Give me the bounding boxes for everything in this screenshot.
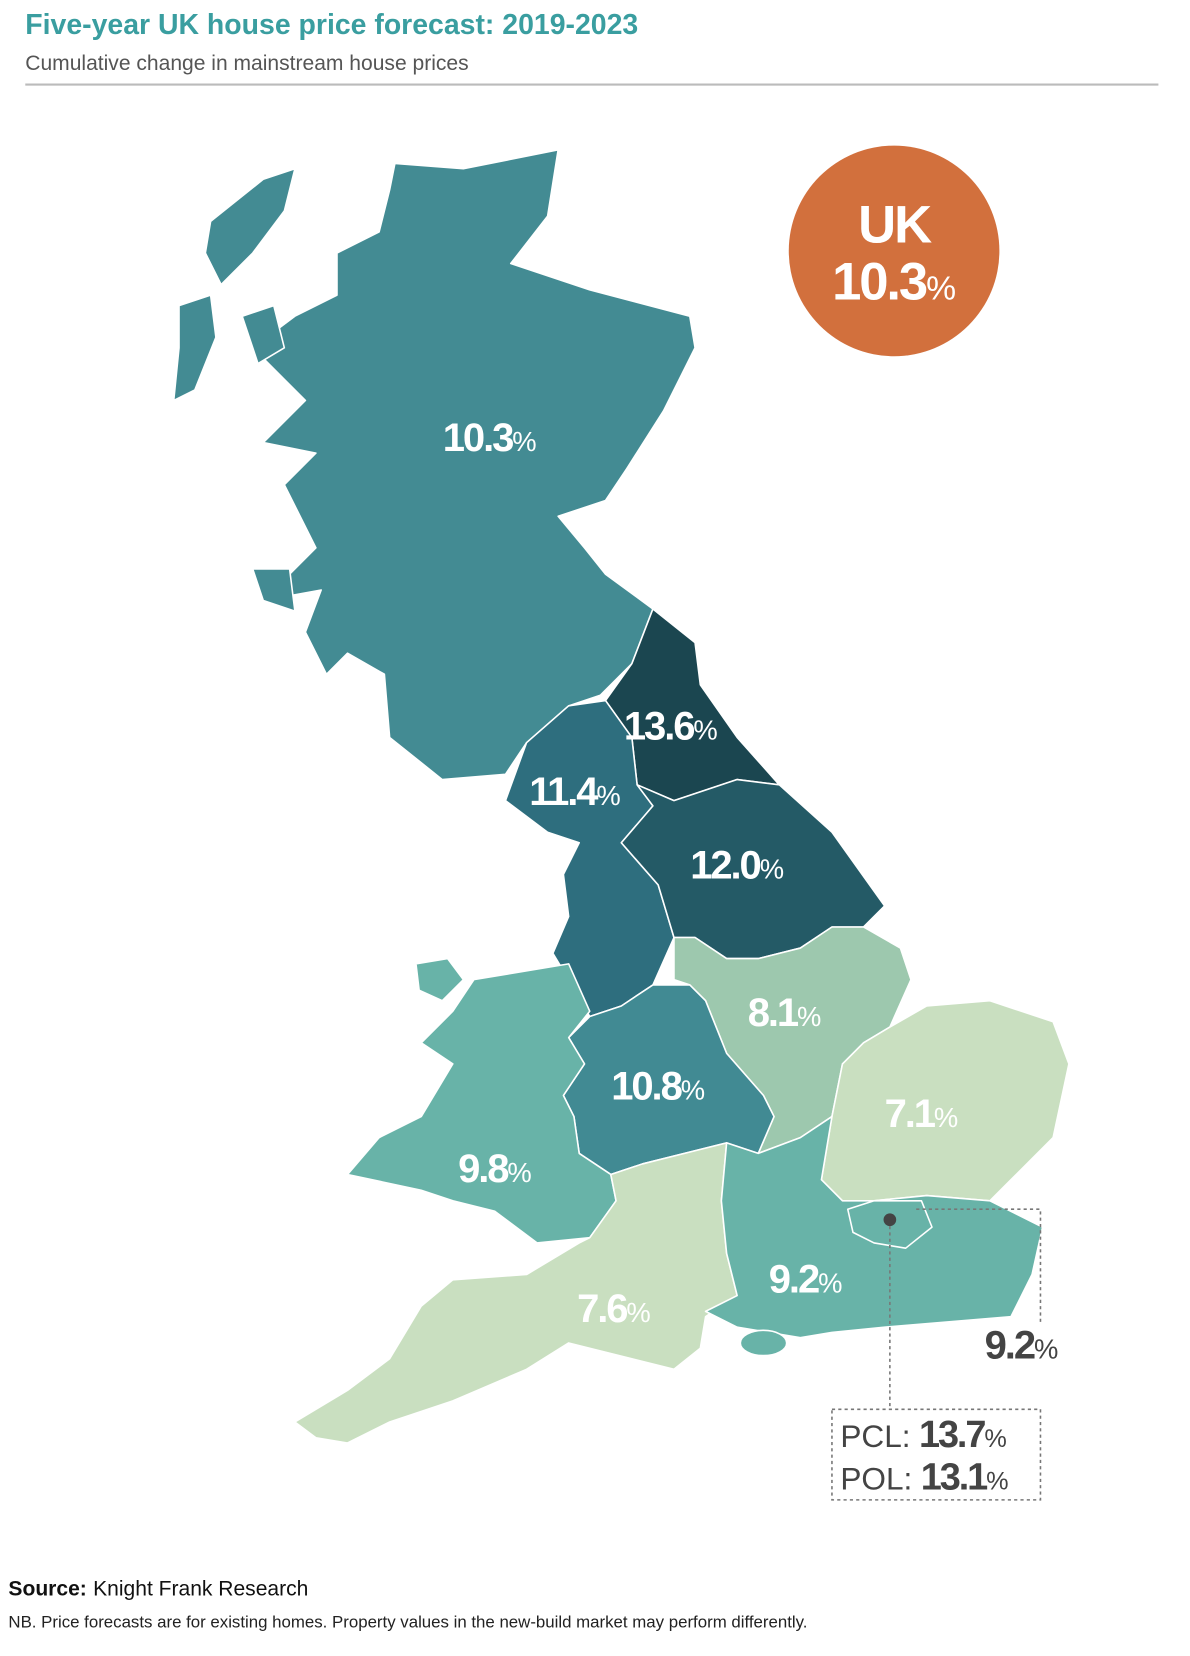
region-label: 7.6% xyxy=(577,1287,651,1331)
pcl-unit: % xyxy=(984,1425,1006,1453)
london-label: 9.2% xyxy=(985,1324,1059,1368)
region-wales xyxy=(346,963,617,1244)
region-label: 13.6% xyxy=(624,705,718,749)
pol-line: POL: 13.1% xyxy=(840,1456,1008,1498)
island xyxy=(172,294,217,402)
pcl-box xyxy=(831,1408,1042,1501)
unit: % xyxy=(507,1157,531,1188)
pol-value: 13.1 xyxy=(921,1456,988,1498)
unit: % xyxy=(1034,1334,1058,1365)
region-label: 9.8% xyxy=(458,1147,532,1191)
island-anglesey xyxy=(415,957,465,1002)
value: 9.2 xyxy=(985,1324,1035,1368)
source-label: Source: xyxy=(8,1578,86,1601)
island xyxy=(204,167,296,286)
unit: % xyxy=(934,1102,958,1133)
value: 7.6 xyxy=(577,1287,627,1331)
pol-unit: % xyxy=(986,1467,1008,1495)
pcl-pol: PCL: 13.7% POL: 13.1% xyxy=(840,1414,1008,1498)
region-label: 9.2% xyxy=(769,1257,843,1301)
callout-lines xyxy=(831,1208,1042,1501)
value: 13.6 xyxy=(624,705,694,749)
value: 10.8 xyxy=(611,1065,682,1109)
region-label: 12.0% xyxy=(690,844,784,888)
value: 9.8 xyxy=(458,1147,509,1191)
value: 8.1 xyxy=(748,991,799,1035)
uk-value: 10.3% xyxy=(832,252,956,311)
note: NB. Price forecasts are for existing hom… xyxy=(8,1612,807,1631)
london-dot xyxy=(883,1213,897,1227)
regions xyxy=(172,149,1070,1444)
uk-circle xyxy=(788,145,1000,357)
unit: % xyxy=(626,1297,650,1328)
unit: % xyxy=(681,1075,705,1106)
unit: % xyxy=(818,1267,842,1298)
title: Five-year UK house price forecast: 2019-… xyxy=(25,9,638,41)
subtitle: Cumulative change in mainstream house pr… xyxy=(25,52,468,75)
pcl-label: PCL: xyxy=(840,1418,910,1454)
unit: % xyxy=(797,1001,821,1032)
pol-label: POL: xyxy=(840,1460,912,1496)
uk-badge: UK 10.3% xyxy=(788,145,1000,357)
island-wight xyxy=(739,1329,788,1357)
value: 11.4 xyxy=(529,770,599,814)
value: 10.3 xyxy=(832,252,927,311)
region-label: 7.1% xyxy=(885,1092,959,1136)
region-label: 10.8% xyxy=(611,1065,705,1109)
unit: % xyxy=(760,854,784,885)
region-scotland xyxy=(251,149,696,781)
unit: % xyxy=(512,426,536,457)
pcl-value: 13.7 xyxy=(919,1414,985,1456)
value: 7.1 xyxy=(885,1092,936,1136)
region-labels: 10.3% 13.6% 11.4% 12.0% 8.1% 7.1% 10.8% … xyxy=(443,416,1059,1368)
region-label: 11.4% xyxy=(529,770,621,814)
source: Source: Knight Frank Research xyxy=(8,1578,308,1601)
source-text: Knight Frank Research xyxy=(93,1578,308,1601)
uk-label: UK xyxy=(858,195,932,254)
value: 10.3 xyxy=(443,416,513,460)
unit: % xyxy=(596,780,620,811)
island xyxy=(251,568,296,612)
island xyxy=(241,304,286,365)
unit: % xyxy=(926,270,956,307)
value: 12.0 xyxy=(690,844,760,888)
region-label: 8.1% xyxy=(748,991,822,1035)
region-label: 10.3% xyxy=(443,416,537,460)
unit: % xyxy=(693,715,717,746)
pcl-line: PCL: 13.7% xyxy=(840,1414,1006,1456)
value: 9.2 xyxy=(769,1257,819,1301)
